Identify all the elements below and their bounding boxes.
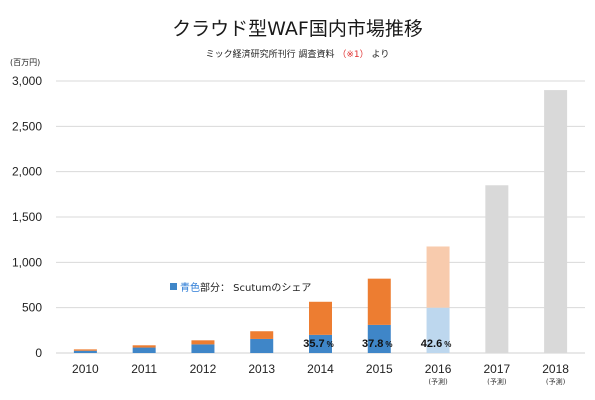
y-axis-unit-label: (百万円) [10, 58, 41, 67]
bar-other-2015 [367, 278, 391, 325]
subtitle-source: ミック経済研究所刊行 調査資料 [205, 50, 335, 60]
bar-scutum-2015 [367, 324, 391, 353]
legend-colored-word: 青色 [180, 283, 200, 294]
x-tick-label-2016: 2016 [425, 362, 452, 376]
legend-text: 部分： Scutumのシェア [200, 283, 312, 294]
x-tick-label-2014: 2014 [307, 362, 334, 376]
y-tick-label: 1,000 [12, 255, 42, 269]
bar-other-2016 [426, 246, 450, 308]
y-tick-label: 2,000 [12, 165, 42, 179]
bar-other-2014 [309, 301, 332, 335]
bar-scutum-2014 [309, 334, 332, 353]
share-label-2015: 37.8% [362, 338, 393, 350]
share-label-2014: 35.7% [303, 338, 334, 350]
y-tick-label: 3,000 [12, 74, 42, 88]
y-tick-label: 2,500 [12, 119, 42, 133]
x-tick-label-2012: 2012 [190, 362, 217, 376]
bar-scutum-2010 [73, 350, 97, 353]
x-tick-note-2016: (予測) [428, 377, 448, 386]
y-tick-label: 500 [22, 301, 42, 315]
x-tick-note-2017: (予測) [487, 377, 507, 386]
x-tick-label-2010: 2010 [72, 362, 99, 376]
bar-other-2012 [191, 340, 215, 345]
x-tick-label-2011: 2011 [131, 362, 157, 376]
bar-other-2011 [132, 345, 156, 348]
chart-title: クラウド型WAF国内市場推移 [172, 18, 423, 40]
x-tick-label-2018: 2018 [542, 362, 569, 376]
x-tick-label-2013: 2013 [248, 362, 275, 376]
y-tick-label: 0 [35, 346, 42, 360]
legend-swatch [170, 283, 177, 290]
chart-subtitle: ミック経済研究所刊行 調査資料 （※1） より [0, 47, 595, 60]
bar-scutum-2013 [250, 338, 274, 353]
x-tick-note-2018: (予測) [546, 377, 566, 386]
x-tick-label-2017: 2017 [483, 362, 510, 376]
y-tick-label: 1,500 [12, 210, 42, 224]
bar-other-2010 [73, 349, 97, 351]
bar-scutum-2011 [132, 347, 156, 353]
bar-total-2017 [485, 185, 509, 353]
bar-total-2018 [544, 90, 568, 354]
subtitle-note: （※1） [337, 50, 369, 60]
bar-scutum-2016 [426, 307, 450, 353]
subtitle-suffix: より [371, 50, 390, 60]
chart-legend: 青色 部分： Scutumのシェア [170, 279, 311, 294]
x-tick-label-2015: 2015 [366, 362, 393, 376]
share-label-2016: 42.6% [421, 338, 452, 350]
bar-scutum-2012 [191, 344, 215, 353]
bar-other-2013 [250, 331, 274, 339]
